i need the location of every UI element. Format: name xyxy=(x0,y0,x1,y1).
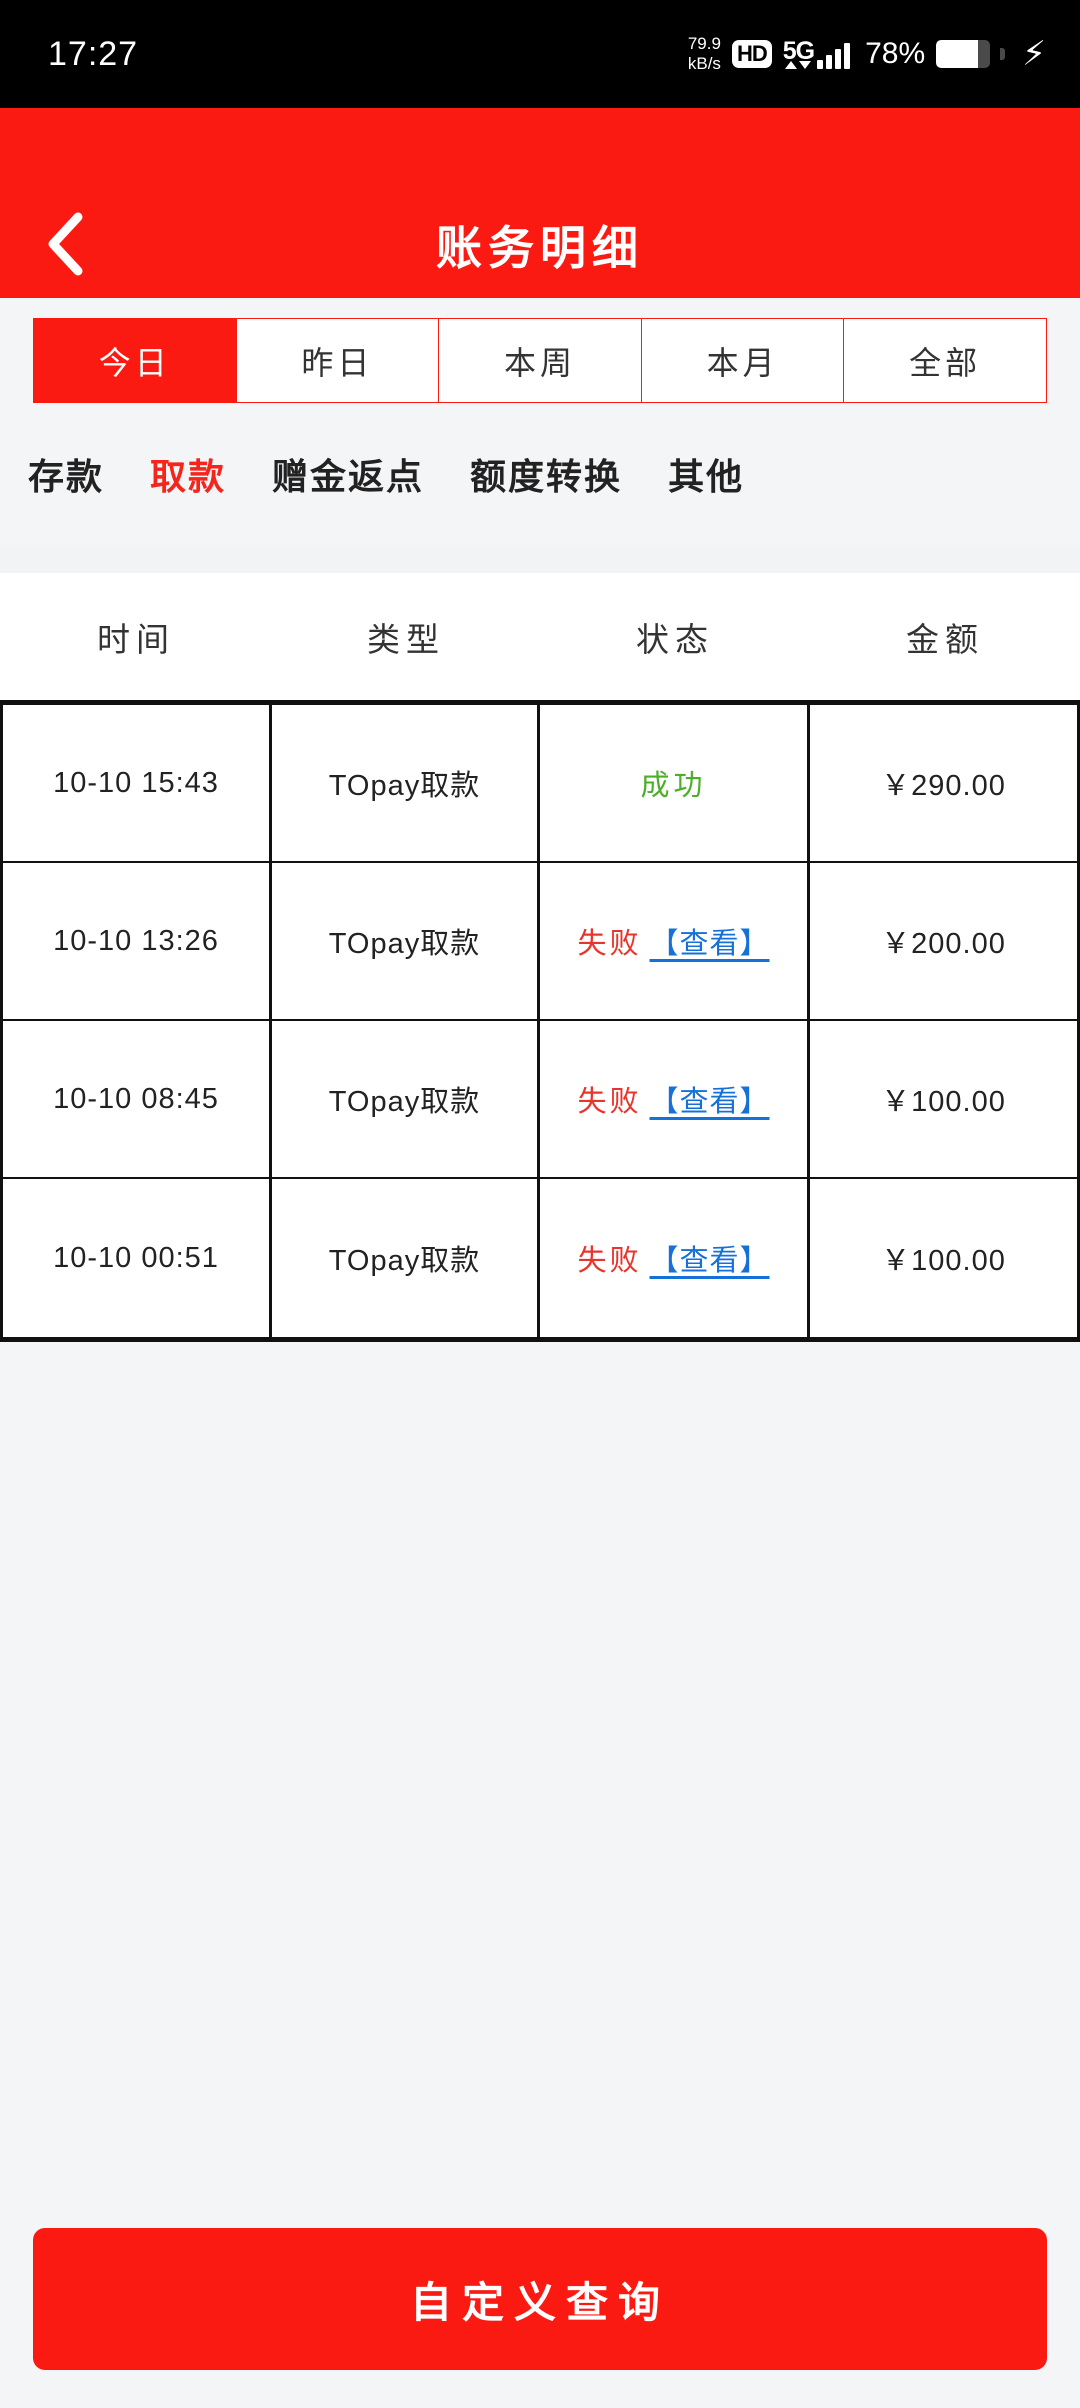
page-title: 账务明细 xyxy=(436,222,644,274)
column-header-amount: 金额 xyxy=(906,620,984,658)
table-header-row: 时间 类型 状态 金额 xyxy=(0,573,1080,700)
back-button[interactable] xyxy=(30,204,100,284)
table-row[interactable]: 10-10 08:45 TOpay取款 失败 【查看】 ￥100.00 xyxy=(0,1021,1080,1179)
date-filter-today[interactable]: 今日 xyxy=(34,319,237,402)
cell-status: 成功 xyxy=(540,705,810,861)
column-header-status: 状态 xyxy=(636,620,714,658)
transactions-table: 10-10 15:43 TOpay取款 成功 ￥290.00 10-10 13:… xyxy=(0,700,1080,1342)
cell-amount: ￥100.00 xyxy=(810,1179,1080,1337)
tab-withdraw[interactable]: 取款 xyxy=(150,456,227,497)
arrow-up-icon xyxy=(785,61,798,69)
category-tab-bar: 存款 取款 赠金返点 额度转换 其他 xyxy=(28,448,1052,500)
cell-type: TOpay取款 xyxy=(272,1021,540,1177)
data-transfer-arrows-icon xyxy=(785,61,812,69)
battery-cap-icon xyxy=(1000,48,1006,60)
tab-credit-transfer[interactable]: 额度转换 xyxy=(470,456,623,497)
tab-deposit[interactable]: 存款 xyxy=(28,456,105,497)
view-detail-link[interactable]: 【查看】 xyxy=(649,928,770,960)
network-speed-unit: kB/s xyxy=(687,54,721,73)
cell-amount: ￥290.00 xyxy=(810,705,1080,861)
cell-amount: ￥200.00 xyxy=(810,863,1080,1019)
status-icons: 79.9 kB/s HD 5G 78% xyxy=(688,34,1046,74)
status-badge: 失败 xyxy=(577,928,642,960)
section-divider xyxy=(0,545,1080,573)
chevron-left-icon xyxy=(48,212,83,276)
table-row[interactable]: 10-10 13:26 TOpay取款 失败 【查看】 ￥200.00 xyxy=(0,863,1080,1021)
status-badge: 成功 xyxy=(640,770,707,802)
cell-type: TOpay取款 xyxy=(272,705,540,861)
table-row[interactable]: 10-10 00:51 TOpay取款 失败 【查看】 ￥100.00 xyxy=(0,1179,1080,1337)
status-time: 17:27 xyxy=(48,35,139,73)
cell-time: 10-10 00:51 xyxy=(0,1179,272,1337)
network-type-icon: 5G xyxy=(782,37,815,69)
cell-status: 失败 【查看】 xyxy=(540,1021,810,1177)
cell-status: 失败 【查看】 xyxy=(540,863,810,1019)
date-filter-this-week[interactable]: 本周 xyxy=(439,319,642,402)
hd-icon: HD xyxy=(731,40,772,68)
tab-bonus-rebate[interactable]: 赠金返点 xyxy=(272,456,425,497)
cell-time: 10-10 13:26 xyxy=(0,863,272,1019)
signal-indicator: 5G xyxy=(782,37,851,69)
date-filter-yesterday[interactable]: 昨日 xyxy=(236,319,440,402)
cell-status: 失败 【查看】 xyxy=(540,1179,810,1337)
date-filter-all[interactable]: 全部 xyxy=(844,319,1046,402)
status-badge: 失败 xyxy=(577,1245,642,1277)
battery-percent-label: 78% xyxy=(865,37,926,70)
network-type-label: 5G xyxy=(782,37,815,65)
cell-type: TOpay取款 xyxy=(272,863,540,1019)
status-badge: 失败 xyxy=(577,1086,642,1118)
arrow-down-icon xyxy=(799,61,812,69)
cell-type: TOpay取款 xyxy=(272,1179,540,1337)
app-header: 账务明细 xyxy=(0,108,1080,298)
table-row[interactable]: 10-10 15:43 TOpay取款 成功 ￥290.00 xyxy=(0,705,1080,863)
cell-amount: ￥100.00 xyxy=(810,1021,1080,1177)
date-filter-this-month[interactable]: 本月 xyxy=(641,319,845,402)
network-speed-indicator: 79.9 kB/s xyxy=(688,34,721,74)
date-filter-group: 今日 昨日 本周 本月 全部 xyxy=(33,318,1047,403)
view-detail-link[interactable]: 【查看】 xyxy=(649,1245,770,1277)
cell-time: 10-10 08:45 xyxy=(0,1021,272,1177)
view-detail-link[interactable]: 【查看】 xyxy=(649,1086,770,1118)
signal-bars-icon xyxy=(817,41,851,69)
cell-time: 10-10 15:43 xyxy=(0,705,272,861)
column-header-time: 时间 xyxy=(97,620,175,658)
status-bar: 17:27 79.9 kB/s HD 5G 78% xyxy=(0,0,1080,108)
custom-query-button[interactable]: 自定义查询 xyxy=(33,2228,1047,2370)
charging-bolt-icon: ⚡ xyxy=(1022,35,1046,73)
tab-other[interactable]: 其他 xyxy=(668,456,745,497)
column-header-type: 类型 xyxy=(367,620,445,658)
network-speed-value: 79.9 xyxy=(687,34,721,53)
battery-icon xyxy=(936,40,991,68)
